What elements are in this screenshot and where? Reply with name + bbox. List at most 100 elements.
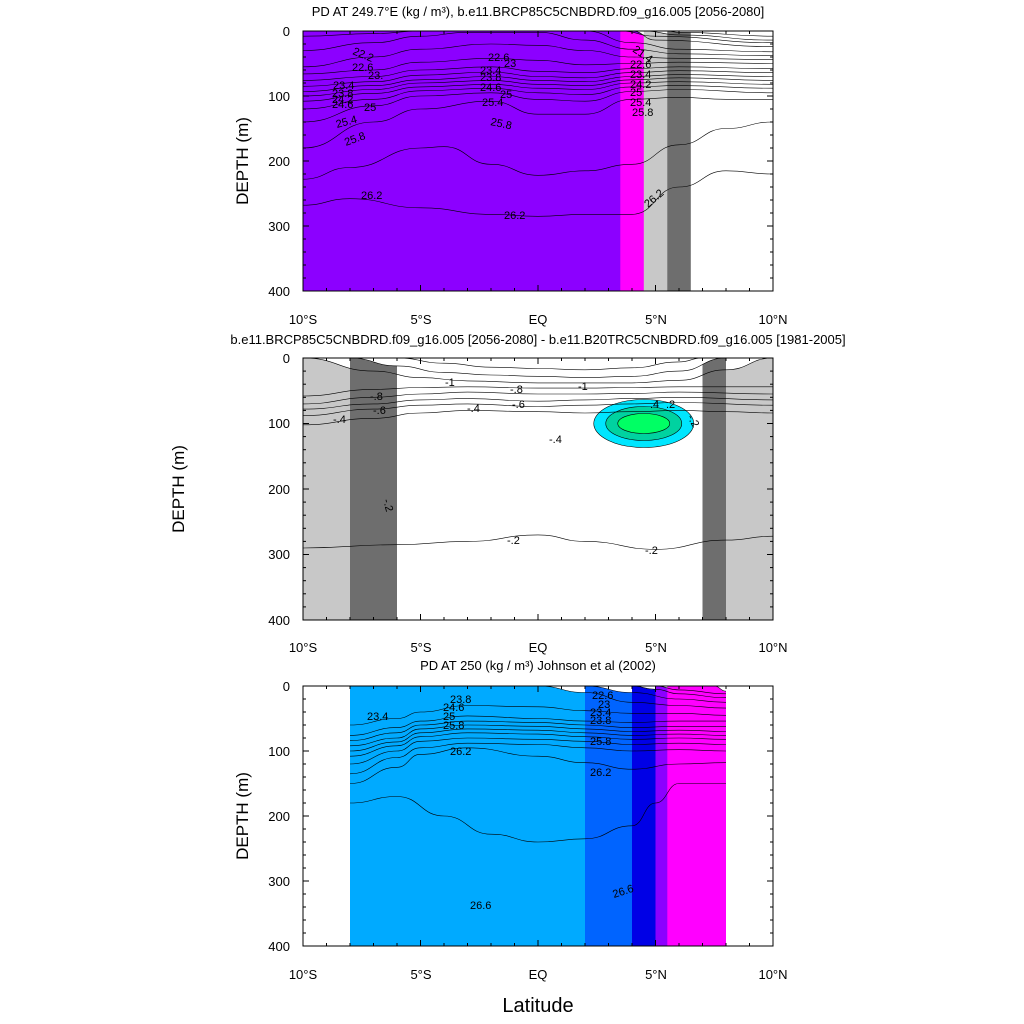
contour-label: 24.6 bbox=[332, 99, 353, 111]
contour-line bbox=[350, 747, 726, 784]
contour-label: 26.2 bbox=[450, 746, 471, 758]
y-tick-label: 400 bbox=[268, 939, 290, 954]
contour-label: 23. bbox=[368, 70, 383, 82]
contour-label-group: 23.4 23.8 24.6 25 25.8 26.2 22.6 23 23.4… bbox=[367, 690, 635, 912]
y-axis-label: DEPTH (m) bbox=[233, 117, 252, 205]
contour-line bbox=[620, 31, 773, 43]
contour-band bbox=[617, 413, 671, 434]
contour-line bbox=[303, 396, 773, 410]
contour-line bbox=[350, 724, 726, 747]
y-tick-label: 200 bbox=[268, 809, 290, 824]
contour-label: 23.4 bbox=[367, 711, 388, 723]
contour-label: 23 bbox=[504, 58, 516, 70]
contour-line bbox=[631, 686, 726, 698]
y-tick-label: 300 bbox=[268, 547, 290, 562]
contour-label: 26.6 bbox=[470, 900, 491, 912]
panel-top: PD AT 249.7°E (kg / m³), b.e11.BRCP85C5C… bbox=[233, 4, 788, 327]
contour-label: -.6 bbox=[512, 399, 525, 411]
contour-line bbox=[350, 783, 726, 843]
contour-label: 24.2 bbox=[332, 94, 353, 106]
contour-label: -.8 bbox=[370, 391, 383, 403]
contour-line bbox=[350, 728, 726, 752]
y-axis-label: DEPTH (m) bbox=[169, 445, 188, 533]
axis-ticks bbox=[302, 30, 774, 292]
contour-label: 23.8 bbox=[450, 694, 471, 706]
x-tick-label: 5°S bbox=[410, 967, 431, 982]
contour-lines bbox=[303, 358, 773, 550]
y-tick-label: 300 bbox=[268, 874, 290, 889]
panel-middle: b.e11.BRCP85C5CNBDRD.f09_g16.005 [2056-2… bbox=[169, 332, 846, 655]
contour-label: -.8 bbox=[510, 384, 523, 396]
x-tick-label: EQ bbox=[529, 640, 548, 655]
x-tick-label: 5°S bbox=[410, 640, 431, 655]
contour-label: -1 bbox=[578, 381, 588, 393]
y-tick-label: 100 bbox=[268, 744, 290, 759]
y-tick-label: 300 bbox=[268, 219, 290, 234]
x-tick-label: 5°N bbox=[645, 312, 667, 327]
y-tick-label: 0 bbox=[283, 679, 290, 694]
contour-line bbox=[303, 391, 773, 405]
contour-line bbox=[303, 402, 773, 416]
contour-line bbox=[350, 686, 726, 709]
contour-label: -1 bbox=[445, 377, 455, 389]
contour-label: 25.8 bbox=[590, 736, 611, 748]
contour-label: 22.6 bbox=[630, 59, 651, 71]
contour-label: 26.2 bbox=[590, 767, 611, 779]
contour-label: 23 bbox=[598, 699, 610, 711]
contour-label: 26.2 bbox=[361, 190, 382, 202]
panel-title: PD AT 249.7°E (kg / m³), b.e11.BRCP85C5C… bbox=[312, 4, 765, 19]
y-tick-label: 200 bbox=[268, 154, 290, 169]
contour-line bbox=[303, 81, 773, 102]
contour-line bbox=[667, 686, 726, 692]
contour-label: -.2 bbox=[380, 498, 395, 514]
contour-label: 25.8 bbox=[632, 107, 653, 119]
y-tick-label: 400 bbox=[268, 613, 290, 628]
contour-label: -.6 bbox=[373, 405, 386, 417]
contour-label: 23.4 bbox=[630, 69, 651, 81]
contour-label: 25 bbox=[364, 102, 376, 114]
contour-line bbox=[303, 358, 773, 384]
contour-line bbox=[303, 89, 773, 123]
contour-label: 22.6 bbox=[352, 62, 373, 74]
y-tick-label: 100 bbox=[268, 89, 290, 104]
contour-label: 25.4 bbox=[335, 114, 359, 131]
contour-label-group: -1 -1 -.8 -.8 -.6 -.6 -.4 -.4 -.4 .4 .2 … bbox=[333, 377, 701, 557]
contour-label: .4 bbox=[650, 399, 659, 411]
contour-line bbox=[350, 715, 726, 736]
y-axis-label: DEPTH (m) bbox=[233, 772, 252, 860]
contour-band bbox=[690, 31, 773, 291]
x-tick-label: EQ bbox=[529, 312, 548, 327]
contour-label: 25.4 bbox=[630, 97, 651, 109]
contour-line bbox=[303, 57, 773, 75]
contour-label: 23.8 bbox=[480, 72, 501, 84]
contour-label: 23.4 bbox=[480, 65, 501, 77]
contour-line bbox=[303, 66, 773, 81]
x-tick-label: 5°S bbox=[410, 312, 431, 327]
contour-band bbox=[397, 358, 703, 620]
x-tick-label: 5°N bbox=[645, 967, 667, 982]
contour-label: -.2 bbox=[507, 535, 520, 547]
contour-line bbox=[303, 386, 773, 397]
x-axis-label: Latitude bbox=[502, 995, 573, 1017]
contour-label: 25 bbox=[443, 711, 455, 723]
contour-label: 23.8 bbox=[590, 715, 611, 727]
contour-line bbox=[303, 96, 773, 149]
y-tick-label: 400 bbox=[268, 284, 290, 299]
contour-line bbox=[350, 705, 726, 726]
contour-line bbox=[396, 358, 703, 371]
contour-label: 24.6 bbox=[443, 702, 464, 714]
contour-label: 25.4 bbox=[482, 97, 503, 109]
contour-label: .2 bbox=[666, 399, 675, 411]
contour-label: 25 bbox=[500, 89, 512, 101]
x-tick-label: 10°S bbox=[289, 967, 318, 982]
contour-line bbox=[350, 720, 726, 741]
contour-line bbox=[303, 170, 773, 217]
contour-band bbox=[667, 686, 726, 946]
contour-label: -.4 bbox=[549, 434, 562, 446]
contour-label: 23.4 bbox=[590, 707, 611, 719]
contour-label: 25 bbox=[630, 87, 642, 99]
x-tick-label: 10°S bbox=[289, 640, 318, 655]
y-tick-label: 0 bbox=[283, 351, 290, 366]
contour-label: 24.2 bbox=[630, 79, 651, 91]
